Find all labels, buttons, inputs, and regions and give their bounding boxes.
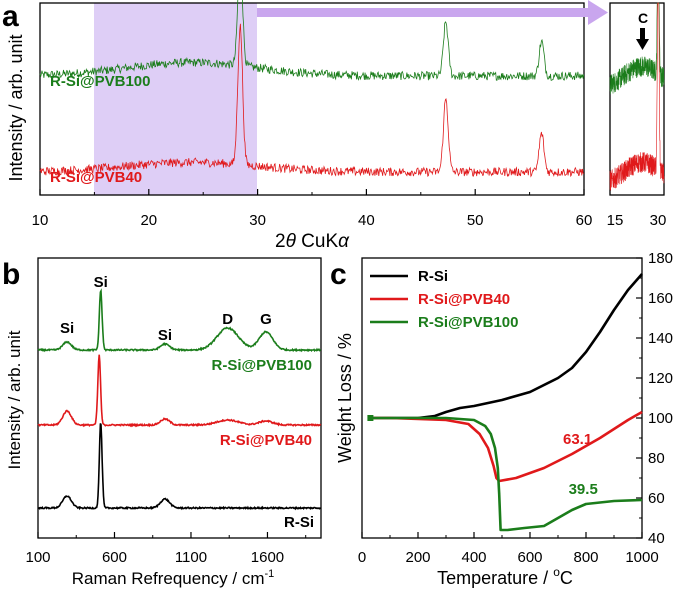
panel-b-frame [37,257,322,539]
panel-c-annotations: 63.1 39.5 [563,431,598,498]
panel-a-label-pvb40: R-Si@PVB40 [50,169,142,186]
panel-c-ytick-label: 80 [648,450,665,467]
panel-a-xlabel: 2θ CuKα [275,231,350,252]
panel-c: 0 200 400 600 800 1000 406080100120140160180 … [330,250,673,588]
panel-b-series-line [37,423,321,511]
panel-a-inset-tick-15: 15 [607,212,624,229]
panel-b-ylabel: Intensity / arb. unit [5,330,24,469]
panel-c-letter: c [330,258,347,291]
panel-c-ytick-label: 60 [648,490,665,507]
panel-a-series-line [39,23,584,178]
panel-b-series [37,288,322,511]
panel-c-y-ticks: 40 60 80 100 120 140 160 180 [636,250,673,547]
panel-b-xtick-label: 100 [25,549,50,566]
panel-a-xtick-label: 20 [140,212,157,229]
panel-a-xtick-label: 10 [32,212,49,229]
panel-b-peak-annotation: Si [94,274,108,291]
panel-a-inset-frame [609,2,665,196]
panel-b: 100 600 1100 1600 Si Si Si D G R-Si@PVB100 R-Si… [2,257,322,588]
panel-c-xtick-label: 0 [358,549,366,566]
panel-c-x-ticks: 0 200 400 600 800 1000 [358,532,659,566]
panel-c-legend-label: R-Si@PVB40 [418,291,510,308]
panel-c-xtick-label: 600 [517,549,542,566]
panel-b-letter: b [2,258,20,291]
panel-a-xtick-label: 60 [576,212,593,229]
panel-c-ytick-label: 40 [648,530,665,547]
panel-a-inset-series [609,2,665,191]
panel-a-xtick-label: 30 [249,212,266,229]
panel-c-series-line [370,416,643,532]
panel-a-inset-tick-30: 30 [650,212,667,229]
panel-a-inset-line [609,2,665,191]
panel-b-label-pvb100: R-Si@PVB100 [212,357,313,374]
panel-c-legend-label: R-Si [418,268,448,285]
panel-b-series-line [37,354,322,428]
panel-a-series-line [39,0,585,81]
panel-c-loss-annotation: 39.5 [569,481,598,498]
panel-b-annotations: Si Si Si D G [60,274,272,344]
panel-a-letter: a [2,0,19,33]
panel-c-ytick-label: 140 [648,330,673,347]
panel-a-series [39,0,585,178]
panel-b-peak-annotation: D [222,311,233,328]
panel-b-xtick-label: 1600 [251,549,284,566]
panel-a-zoom-arrow-head [588,0,608,25]
panel-a-inset-line [609,2,665,95]
panel-b-xtick-label: 600 [102,549,127,566]
panel-c-xtick-label: 200 [405,549,430,566]
panel-b-x-ticks: 100 600 1100 1600 [25,532,307,566]
panel-c-legend-label: R-Si@PVB100 [418,314,519,331]
panel-c-series-line [370,410,643,483]
panel-b-series-line [37,288,322,353]
panel-c-xtick-label: 1000 [625,549,658,566]
panel-c-ytick-label: 160 [648,290,673,307]
panel-a-zoom-arrow-shaft [257,8,590,17]
panel-b-peak-annotation: Si [158,327,172,344]
panel-c-ytick-label: 180 [648,250,673,267]
panel-b-xlabel: Raman Refrequency / cm-1 [72,568,275,588]
panel-a: 10 20 30 40 50 60 R-Si@PVB100 R-Si@PVB40 2θ C… [2,0,666,252]
panel-b-label-rsi: R-Si [284,514,314,531]
panel-a-xtick-label: 40 [358,212,375,229]
panel-c-xlabel: Temperature / oC [437,565,573,588]
panel-c-ylabel: Weight Loss / % [335,333,355,463]
panel-a-ylabel: Intensity / arb. unit [6,34,26,181]
panel-c-loss-annotation: 63.1 [563,431,592,448]
panel-a-label-pvb100: R-Si@PVB100 [50,73,151,90]
panel-b-peak-annotation: G [260,311,272,328]
panel-c-xtick-label: 400 [461,549,486,566]
panel-a-inset-arrow [636,28,649,50]
panel-b-peak-annotation: Si [60,320,74,337]
panel-c-ytick-label: 100 [648,410,673,427]
panel-c-start-marker [367,415,374,421]
panel-a-inset-annotation: C [638,10,648,26]
panel-c-series [367,273,643,532]
panel-b-xtick-label: 1100 [175,549,207,566]
panel-b-label-pvb40: R-Si@PVB40 [220,432,312,449]
panel-c-legend: R-Si R-Si@PVB40 R-Si@PVB100 [370,268,519,331]
panel-a-xtick-label: 50 [467,212,484,229]
panel-a-x-ticks: 10 20 30 40 50 60 [32,189,593,229]
panel-c-ytick-label: 120 [648,370,673,387]
panel-c-xtick-label: 800 [573,549,598,566]
